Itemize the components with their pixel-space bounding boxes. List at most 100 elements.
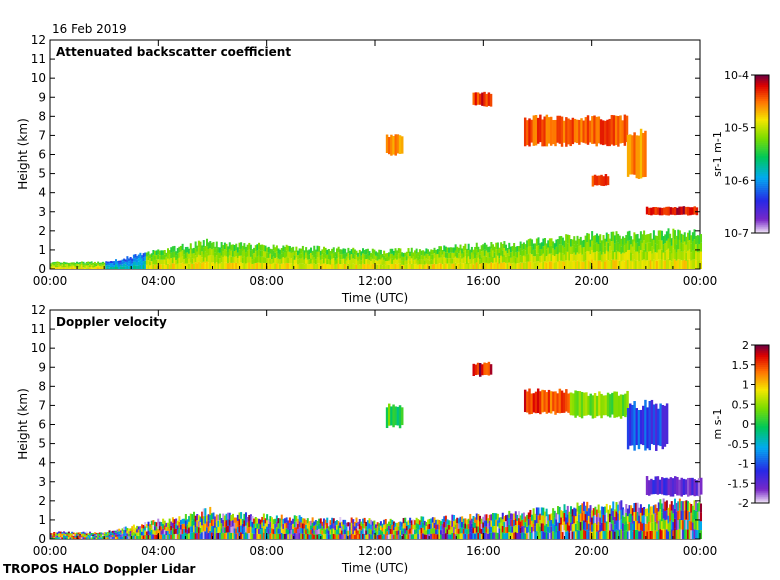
colorbar-cell (755, 189, 769, 192)
boundary-layer-cell (420, 259, 423, 265)
boundary-layer-cell (371, 248, 374, 254)
boundary-layer-cell (454, 256, 457, 263)
boundary-layer-cell (410, 525, 413, 530)
boundary-layer-cell (284, 518, 287, 524)
boundary-layer-cell (563, 504, 566, 513)
boundary-layer-cell (431, 522, 434, 529)
boundary-layer-cell (134, 530, 137, 534)
boundary-layer-cell (165, 522, 168, 527)
boundary-layer-cell (664, 234, 667, 244)
boundary-layer-cell (337, 252, 340, 258)
boundary-layer-cell (604, 530, 607, 539)
boundary-layer-cell (67, 262, 70, 265)
boundary-layer-cell (188, 521, 191, 528)
boundary-layer-cell (69, 267, 72, 269)
boundary-layer-cell (576, 502, 579, 512)
boundary-layer-cell (544, 518, 547, 526)
boundary-layer-cell (360, 260, 363, 265)
boundary-layer-cell (657, 529, 660, 539)
boundary-layer-cell (602, 506, 605, 515)
boundary-layer-cell (227, 257, 230, 264)
boundary-layer-cell (591, 524, 594, 532)
boundary-layer-cell (464, 523, 467, 529)
boundary-layer-cell (378, 527, 381, 532)
boundary-layer-cell (249, 520, 252, 527)
boundary-layer-cell (100, 534, 103, 536)
boundary-layer-cell (521, 526, 524, 533)
boundary-layer-cell (675, 235, 678, 245)
boundary-layer-cell (407, 529, 410, 535)
boundary-layer-cell (566, 505, 569, 515)
boundary-layer-cell (329, 264, 332, 269)
boundary-layer-cell (397, 248, 400, 254)
boundary-layer-cell (199, 516, 202, 523)
boundary-layer-cell (131, 535, 134, 539)
colorbar-cell (755, 86, 769, 90)
boundary-layer-cell (696, 530, 699, 539)
boundary-layer-cell (350, 522, 353, 529)
boundary-layer-cell (220, 262, 223, 269)
boundary-layer-cell (389, 248, 392, 254)
cloud-cell (602, 176, 605, 187)
cloud-cell (674, 207, 677, 216)
boundary-layer-cell (280, 263, 283, 269)
boundary-layer-cell (254, 251, 257, 258)
boundary-layer-cell (425, 253, 428, 259)
boundary-layer-cell (498, 247, 501, 253)
boundary-layer-cell (305, 258, 308, 264)
boundary-layer-cell (391, 263, 394, 269)
boundary-layer-cell (233, 528, 236, 534)
cloud-cell (656, 476, 660, 495)
boundary-layer-cell (443, 516, 446, 522)
boundary-layer-cell (435, 519, 438, 525)
colorbar-cell (755, 114, 769, 117)
cloud-cell (398, 135, 402, 154)
boundary-layer-cell (672, 513, 675, 522)
boundary-layer-cell (376, 526, 379, 531)
boundary-layer-cell (490, 248, 493, 256)
boundary-layer-cell (607, 242, 610, 252)
boundary-layer-cell (470, 246, 473, 253)
boundary-layer-cell (370, 253, 373, 258)
boundary-layer-cell (199, 522, 202, 528)
boundary-layer-cell (230, 250, 233, 257)
boundary-layer-cell (542, 261, 545, 269)
boundary-layer-cell (214, 246, 217, 253)
boundary-layer-cell (456, 252, 459, 258)
boundary-layer-cell (605, 259, 608, 269)
boundary-layer-cell (472, 527, 475, 534)
boundary-layer-cell (501, 519, 504, 526)
boundary-layer-cell (578, 261, 581, 269)
boundary-layer-cell (189, 262, 192, 269)
cloud-cell (623, 114, 627, 146)
boundary-layer-cell (277, 528, 280, 534)
colorbar-cell (755, 193, 769, 196)
colorbar-cell (755, 445, 769, 448)
boundary-layer-cell (264, 528, 267, 534)
boundary-layer-cell (371, 530, 374, 535)
boundary-layer-cell (665, 519, 668, 530)
boundary-layer-cell (272, 244, 275, 251)
boundary-layer-cell (472, 533, 475, 539)
boundary-layer-cell (594, 522, 597, 531)
colorbar-cell (755, 215, 769, 218)
boundary-layer-cell (259, 534, 262, 539)
boundary-layer-cell (102, 267, 105, 269)
cloud-cell (629, 403, 632, 446)
boundary-layer-cell (652, 530, 655, 539)
boundary-layer-cell (576, 235, 579, 245)
boundary-layer-cell (457, 263, 460, 269)
cloud-cell (481, 92, 484, 106)
colorbar-cell (755, 106, 769, 109)
boundary-layer-cell (612, 510, 615, 521)
boundary-layer-cell (698, 520, 701, 530)
boundary-layer-cell (168, 254, 171, 260)
cloud-cell (526, 120, 529, 146)
boundary-layer-cell (534, 513, 537, 521)
boundary-layer-cell (643, 531, 646, 539)
boundary-layer-cell (121, 536, 124, 539)
boundary-layer-cell (444, 252, 447, 258)
boundary-layer-cell (639, 240, 642, 251)
boundary-layer-cell (336, 520, 339, 525)
boundary-layer-cell (368, 260, 371, 265)
